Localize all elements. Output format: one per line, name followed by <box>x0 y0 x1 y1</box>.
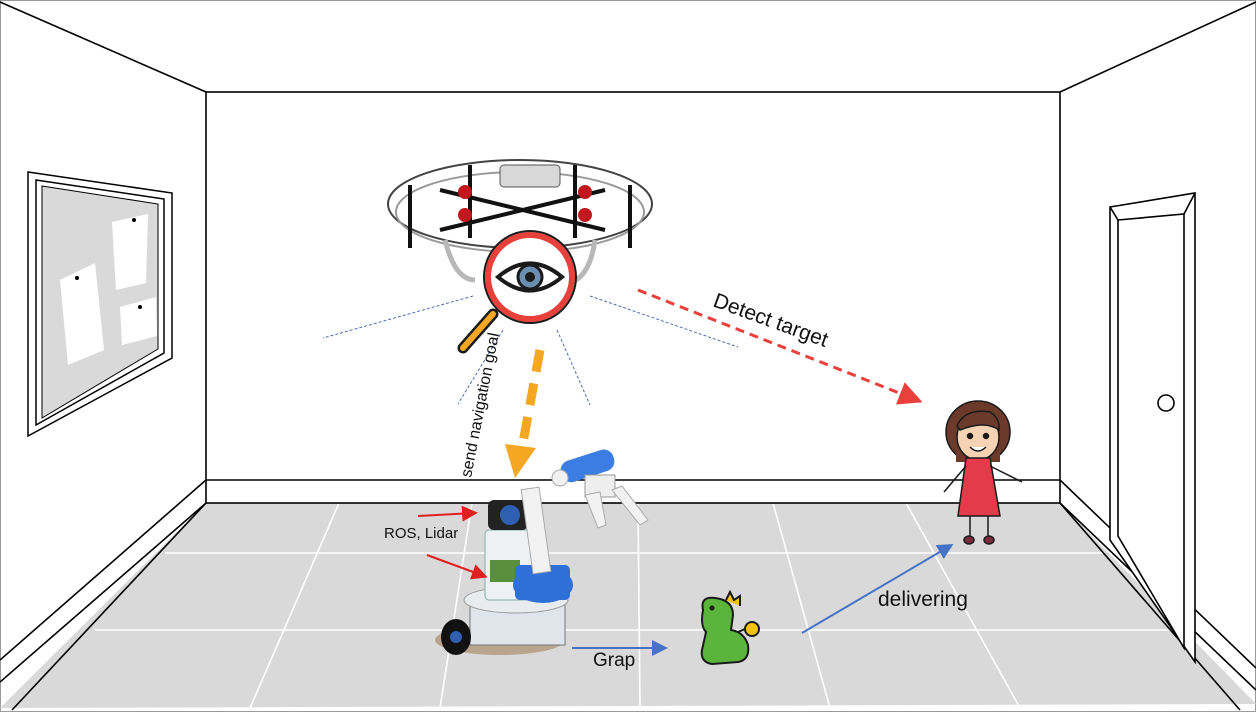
floor <box>0 503 1256 708</box>
magnifier-eye-icon <box>457 230 577 354</box>
grap-label: Grap <box>593 650 635 671</box>
girl-icon <box>943 400 1023 545</box>
drone-icon <box>387 159 653 285</box>
robot-arm-icon <box>435 449 649 655</box>
ros-arrow <box>417 505 478 522</box>
ros-lidar-label: ROS, Lidar <box>384 525 458 542</box>
bulletin-board-icon <box>27 171 173 438</box>
delivering-arrow <box>801 543 954 634</box>
delivering-label: delivering <box>878 588 968 611</box>
navigation-goal-arrow <box>505 349 545 478</box>
door-icon <box>1109 192 1196 665</box>
lidar-arrow <box>426 554 488 580</box>
fov-lines <box>322 295 739 406</box>
detect-target-arrow <box>637 288 923 405</box>
toy-dinosaur-icon <box>700 589 760 666</box>
